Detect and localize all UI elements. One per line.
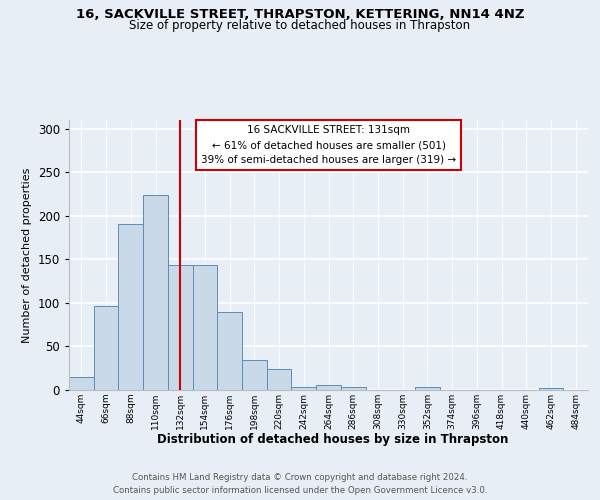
Bar bbox=[69, 377, 94, 390]
Text: Contains HM Land Registry data © Crown copyright and database right 2024.
Contai: Contains HM Land Registry data © Crown c… bbox=[113, 472, 487, 494]
Bar bbox=[267, 369, 292, 390]
Text: 16, SACKVILLE STREET, THRAPSTON, KETTERING, NN14 4NZ: 16, SACKVILLE STREET, THRAPSTON, KETTERI… bbox=[76, 8, 524, 20]
Bar bbox=[341, 388, 365, 390]
Text: Size of property relative to detached houses in Thrapston: Size of property relative to detached ho… bbox=[130, 18, 470, 32]
Bar bbox=[242, 360, 267, 390]
Bar bbox=[168, 266, 193, 390]
Text: Distribution of detached houses by size in Thrapston: Distribution of detached houses by size … bbox=[157, 432, 509, 446]
Bar bbox=[292, 386, 316, 390]
Y-axis label: Number of detached properties: Number of detached properties bbox=[22, 168, 32, 342]
Bar bbox=[539, 388, 563, 390]
Bar bbox=[415, 388, 440, 390]
Bar bbox=[217, 312, 242, 390]
Text: 16 SACKVILLE STREET: 131sqm
← 61% of detached houses are smaller (501)
39% of se: 16 SACKVILLE STREET: 131sqm ← 61% of det… bbox=[201, 126, 456, 165]
Bar bbox=[143, 195, 168, 390]
Bar bbox=[118, 224, 143, 390]
Bar bbox=[316, 385, 341, 390]
Bar bbox=[94, 306, 118, 390]
Bar bbox=[193, 266, 217, 390]
